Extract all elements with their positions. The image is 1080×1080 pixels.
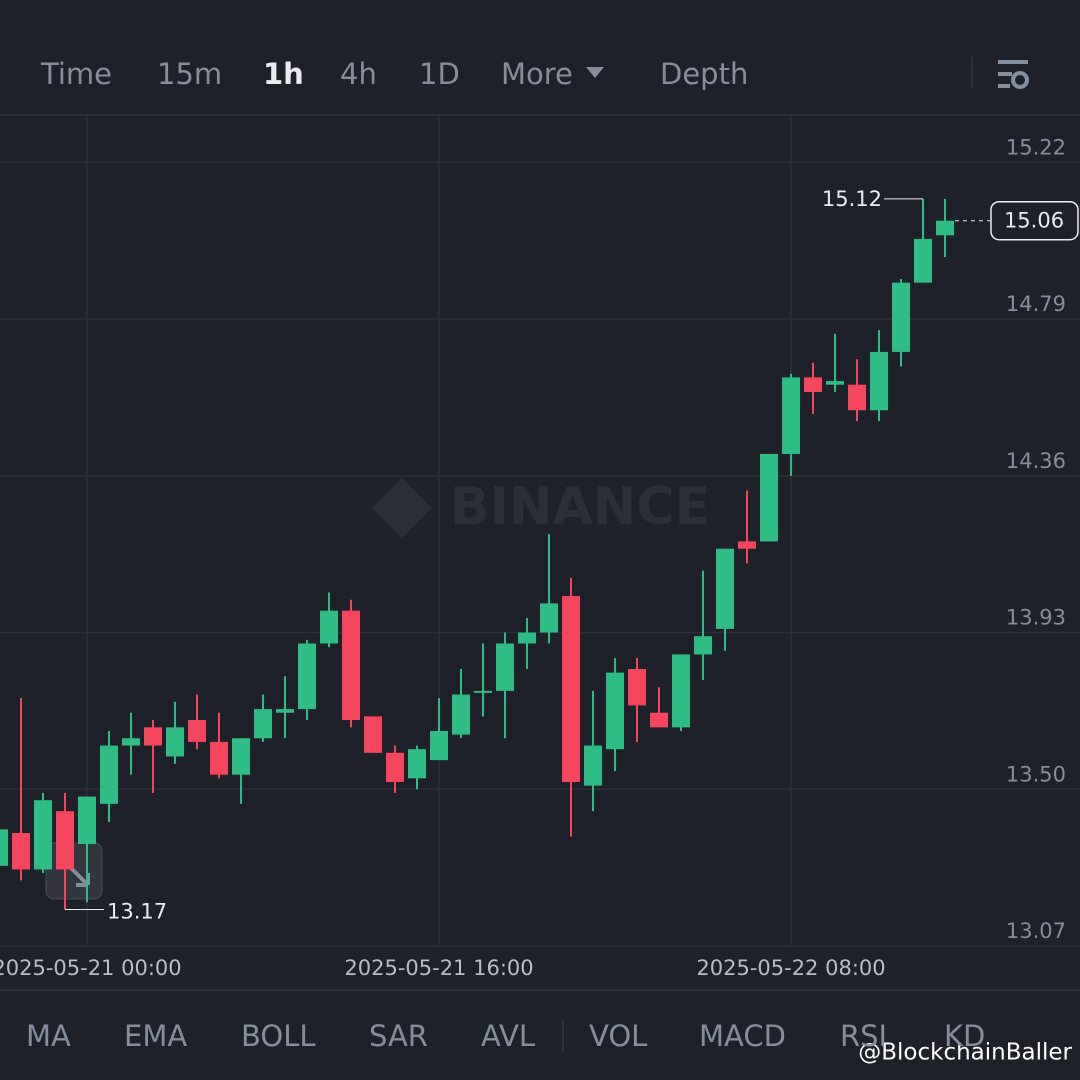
x-tick-label: 2025-05-22 08:00 — [696, 956, 885, 980]
candle-body — [782, 377, 800, 454]
candle-body — [122, 738, 140, 746]
candle-body — [364, 716, 382, 753]
indicator-tab[interactable]: SAR — [369, 1019, 428, 1053]
timeframe-tab[interactable]: 1h — [263, 57, 304, 91]
candle-body — [78, 796, 96, 844]
y-tick-label: 14.79 — [1006, 292, 1066, 316]
dropdown-arrow — [586, 67, 604, 78]
plot — [0, 115, 1080, 947]
settings-icon[interactable] — [998, 60, 1029, 89]
timeframe-tab[interactable]: 15m — [157, 57, 222, 91]
indicator-tab[interactable]: BOLL — [241, 1019, 316, 1053]
candle-body — [496, 643, 514, 691]
candle-body — [166, 727, 184, 757]
y-tick-label: 14.36 — [1006, 449, 1066, 473]
indicator-tab[interactable]: RSI — [840, 1019, 887, 1053]
candle-body — [254, 709, 272, 739]
credit: @BlockchainBaller — [858, 1040, 1072, 1066]
timeframe-tab[interactable]: Depth — [660, 57, 748, 91]
candle-body — [518, 632, 536, 644]
indicator-tab[interactable]: MA — [26, 1019, 71, 1053]
candle-body — [540, 603, 558, 633]
candle-body — [672, 654, 690, 728]
candle-body — [232, 738, 250, 775]
watermark: BINANCE — [450, 477, 710, 537]
candle-body — [628, 669, 646, 706]
indicator-tab[interactable]: KD — [944, 1019, 985, 1053]
candle-body — [386, 752, 404, 782]
last-price-box — [990, 200, 1079, 241]
timeframe-tab[interactable]: 1D — [419, 57, 460, 91]
candle-body — [584, 745, 602, 786]
indicator-tab[interactable]: AVL — [481, 1019, 535, 1053]
candle-body — [760, 453, 778, 542]
candle-body — [342, 610, 360, 721]
y-tick-label: 13.93 — [1006, 606, 1066, 630]
candle-body — [12, 833, 30, 870]
candle-body — [738, 541, 756, 549]
candle-body — [210, 741, 228, 775]
candle-body — [276, 709, 294, 713]
candle-body — [848, 384, 866, 411]
candle-body — [34, 800, 52, 870]
timeframe-tab[interactable]: More — [501, 57, 573, 91]
x-tick-label: 2025-05-21 16:00 — [344, 956, 533, 980]
y-tick-label: 13.50 — [1006, 762, 1066, 786]
candle-body — [408, 749, 426, 779]
max-annotation: 15.12 — [822, 187, 882, 211]
min-annotation: 13.17 — [107, 900, 167, 924]
indicator-tab[interactable]: EMA — [124, 1019, 187, 1053]
watermark-logo — [372, 478, 432, 538]
candle-body — [320, 610, 338, 644]
candle-body — [430, 730, 448, 761]
candle-body — [606, 672, 624, 750]
candle-body — [452, 694, 470, 735]
y-tick-label: 15.22 — [1006, 135, 1066, 159]
candle-body — [188, 720, 206, 742]
candle-body — [100, 745, 118, 804]
last-price: 15.06 — [1004, 209, 1064, 233]
candle-body — [804, 377, 822, 392]
timeframe-tab[interactable]: 4h — [340, 57, 377, 91]
candle-body — [716, 548, 734, 629]
candle-body — [870, 351, 888, 411]
candle-body — [298, 643, 316, 710]
candle-body — [0, 829, 8, 866]
candle-body — [826, 381, 844, 385]
candle-body — [650, 712, 668, 728]
x-tick-label: 2025-05-21 00:00 — [0, 956, 182, 980]
candle-body — [562, 596, 580, 782]
candle-body — [144, 727, 162, 746]
indicator-tab[interactable]: VOL — [589, 1019, 647, 1053]
y-tick-label: 13.07 — [1006, 919, 1066, 943]
candle-body — [474, 690, 492, 693]
candle-body — [936, 220, 954, 236]
candle-body — [892, 282, 910, 352]
candle-body — [914, 238, 932, 283]
candle-body — [694, 636, 712, 655]
timeframe-tab[interactable]: Time — [40, 57, 112, 91]
indicator-tab[interactable]: MACD — [699, 1019, 786, 1053]
candle-body — [56, 811, 74, 870]
